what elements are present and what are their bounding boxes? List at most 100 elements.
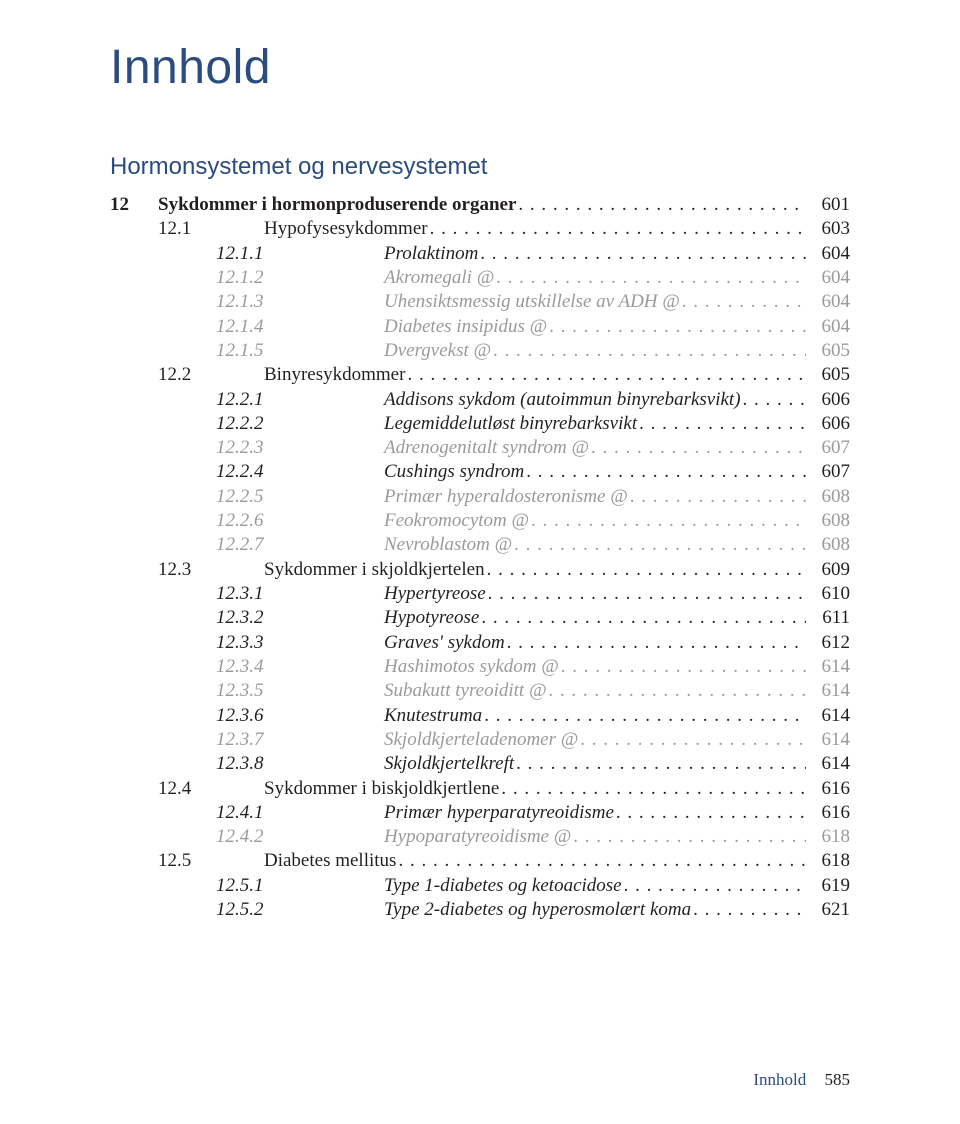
toc-leader — [630, 485, 806, 509]
toc-row: 12Sykdommer i hormonproduserende organer… — [110, 193, 850, 217]
toc-row: 12.1.1Prolaktinom604 — [110, 242, 850, 266]
toc-title: Nevroblastom @ — [384, 533, 512, 557]
toc-number: 12.3.2 — [110, 606, 384, 630]
toc-number: 12.3.1 — [110, 582, 384, 606]
toc-leader — [591, 436, 806, 460]
toc-leader — [481, 606, 806, 630]
toc-number: 12.1.2 — [110, 266, 384, 290]
toc-title: Uhensiktsmessig utskillelse av ADH @ — [384, 290, 680, 314]
toc-title: Type 2-diabetes og hyperosmolært koma — [384, 898, 691, 922]
table-of-contents: 12Sykdommer i hormonproduserende organer… — [110, 193, 850, 922]
toc-row: 12.3.5Subakutt tyreoiditt @614 — [110, 679, 850, 703]
page-title: Innhold — [110, 40, 850, 95]
toc-leader — [743, 388, 806, 412]
toc-number: 12.2.5 — [110, 485, 384, 509]
toc-title: Feokromocytom @ — [384, 509, 529, 533]
toc-number: 12.3.8 — [110, 752, 384, 776]
toc-title: Legemiddelutløst binyrebarksvikt — [384, 412, 637, 436]
toc-row: 12.1Hypofysesykdommer 603 — [110, 217, 850, 241]
toc-title: Akromegali @ — [384, 266, 494, 290]
toc-number: 12.5 — [110, 849, 264, 873]
toc-leader — [624, 874, 806, 898]
toc-title: Diabetes insipidus @ — [384, 315, 547, 339]
toc-title: Dvergvekst @ — [384, 339, 491, 363]
toc-title: Cushings syndrom — [384, 460, 524, 484]
toc-row: 12.2.6Feokromocytom @608 — [110, 509, 850, 533]
toc-row: 12.2.5Primær hyperaldosteronisme @608 — [110, 485, 850, 509]
toc-leader — [496, 266, 806, 290]
toc-number: 12.3.4 — [110, 655, 384, 679]
toc-title: Sykdommer i biskjoldkjertlene — [264, 777, 499, 801]
toc-title: Binyresykdommer — [264, 363, 405, 387]
toc-page: 603 — [808, 217, 850, 241]
toc-title: Addisons sykdom (autoimmun binyrebarksvi… — [384, 388, 741, 412]
toc-row: 12.3.2Hypotyreose611 — [110, 606, 850, 630]
toc-page: 614 — [808, 679, 850, 703]
footer-page-number: 585 — [825, 1070, 851, 1089]
toc-number: 12.1 — [110, 217, 264, 241]
toc-leader — [507, 631, 806, 655]
toc-page: 612 — [808, 631, 850, 655]
toc-page: 616 — [808, 801, 850, 825]
toc-row: 12.2.2Legemiddelutløst binyrebarksvikt60… — [110, 412, 850, 436]
toc-page: 607 — [808, 460, 850, 484]
toc-row: 12.2Binyresykdommer605 — [110, 363, 850, 387]
toc-page: 619 — [808, 874, 850, 898]
toc-page: 604 — [808, 266, 850, 290]
toc-row: 12.1.5Dvergvekst @605 — [110, 339, 850, 363]
toc-title: Skjoldkjerteladenomer @ — [384, 728, 578, 752]
toc-leader — [430, 217, 806, 241]
toc-row: 12.2.3Adrenogenitalt syndrom @607 — [110, 436, 850, 460]
toc-row: 12.3.1Hypertyreose610 — [110, 582, 850, 606]
toc-number: 12.2.1 — [110, 388, 384, 412]
toc-leader — [573, 825, 806, 849]
toc-row: 12.1.3Uhensiktsmessig utskillelse av ADH… — [110, 290, 850, 314]
toc-number: 12 — [110, 193, 158, 217]
toc-page: 618 — [808, 849, 850, 873]
toc-title: Type 1-diabetes og ketoacidose — [384, 874, 622, 898]
toc-page: 614 — [808, 752, 850, 776]
toc-leader — [580, 728, 806, 752]
toc-row: 12.3.7Skjoldkjerteladenomer @614 — [110, 728, 850, 752]
toc-leader — [407, 363, 806, 387]
toc-number: 12.2.2 — [110, 412, 384, 436]
toc-number: 12.4.2 — [110, 825, 384, 849]
toc-number: 12.2.3 — [110, 436, 384, 460]
toc-leader — [518, 193, 806, 217]
toc-row: 12.3.4Hashimotos sykdom @614 — [110, 655, 850, 679]
toc-number: 12.2.7 — [110, 533, 384, 557]
toc-page: 608 — [808, 533, 850, 557]
toc-row: 12.1.2Akromegali @ 604 — [110, 266, 850, 290]
toc-row: 12.2.7Nevroblastom @ 608 — [110, 533, 850, 557]
toc-leader — [549, 315, 806, 339]
toc-row: 12.1.4Diabetes insipidus @604 — [110, 315, 850, 339]
toc-leader — [693, 898, 806, 922]
toc-number: 12.5.2 — [110, 898, 384, 922]
toc-leader — [639, 412, 806, 436]
toc-title: Sykdommer i hormonproduserende organer — [158, 193, 516, 217]
toc-number: 12.1.4 — [110, 315, 384, 339]
toc-title: Primær hyperparatyreoidisme — [384, 801, 614, 825]
toc-row: 12.3.3Graves' sykdom612 — [110, 631, 850, 655]
toc-leader — [493, 339, 806, 363]
toc-row: 12.4.1Primær hyperparatyreoidisme616 — [110, 801, 850, 825]
toc-row: 12.3.6Knutestruma614 — [110, 704, 850, 728]
toc-number: 12.2.4 — [110, 460, 384, 484]
toc-page: 609 — [808, 558, 850, 582]
toc-page: 601 — [808, 193, 850, 217]
toc-page: 604 — [808, 290, 850, 314]
toc-page: 605 — [808, 339, 850, 363]
toc-title: Hypofysesykdommer — [264, 217, 428, 241]
toc-title: Subakutt tyreoiditt @ — [384, 679, 546, 703]
toc-leader — [514, 533, 806, 557]
page-container: Innhold Hormonsystemet og nervesystemet … — [0, 0, 960, 1124]
toc-leader — [526, 460, 806, 484]
toc-title: Adrenogenitalt syndrom @ — [384, 436, 589, 460]
section-heading: Hormonsystemet og nervesystemet — [110, 153, 850, 181]
toc-page: 616 — [808, 777, 850, 801]
toc-leader — [616, 801, 806, 825]
toc-leader — [480, 242, 806, 266]
toc-leader — [487, 558, 806, 582]
toc-title: Prolaktinom — [384, 242, 478, 266]
toc-leader — [484, 704, 806, 728]
